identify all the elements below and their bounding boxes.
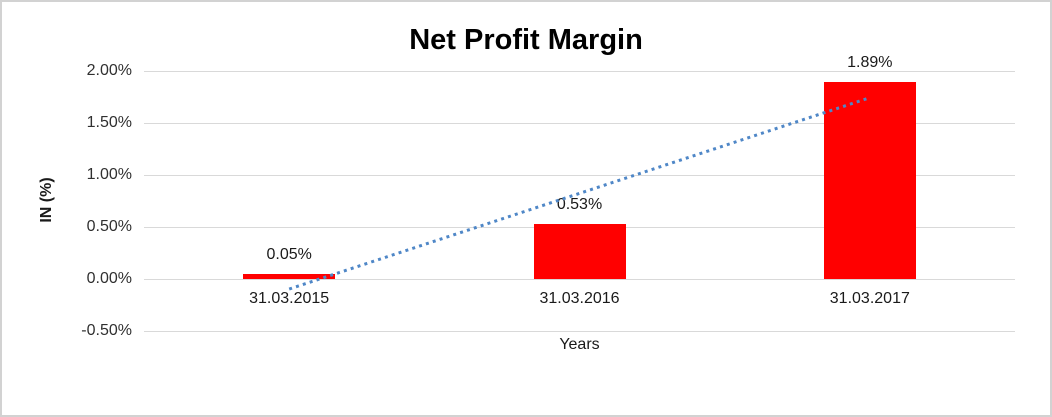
- x-category-label: 31.03.2017: [829, 290, 910, 307]
- x-axis-title: Years: [559, 336, 600, 353]
- y-tick-label: 2.00%: [86, 62, 132, 79]
- x-category-label: 31.03.2015: [249, 290, 330, 307]
- y-tick-label: 0.50%: [86, 218, 132, 235]
- bar-31.03.2016: [533, 223, 626, 279]
- y-axis-title: IN (%): [38, 177, 55, 223]
- y-tick-label: 1.50%: [86, 114, 132, 131]
- y-tick-label: 1.00%: [86, 166, 132, 183]
- y-tick-label: 0.00%: [86, 270, 132, 287]
- gridline: [144, 71, 1015, 72]
- x-category-label: 31.03.2016: [539, 290, 620, 307]
- bar-value-label: 0.53%: [556, 195, 603, 213]
- gridline: [144, 331, 1015, 332]
- chart-title: Net Profit Margin: [409, 24, 643, 56]
- gridline: [144, 279, 1015, 280]
- bar-value-label: 1.89%: [847, 54, 893, 72]
- trendline: [288, 96, 871, 291]
- bar-value-label: 0.05%: [266, 245, 312, 263]
- y-tick-label: -0.50%: [81, 322, 132, 339]
- gridline: [144, 175, 1015, 176]
- gridline: [144, 123, 1015, 124]
- bar-31.03.2015: [243, 273, 336, 279]
- bar-31.03.2017: [823, 82, 916, 279]
